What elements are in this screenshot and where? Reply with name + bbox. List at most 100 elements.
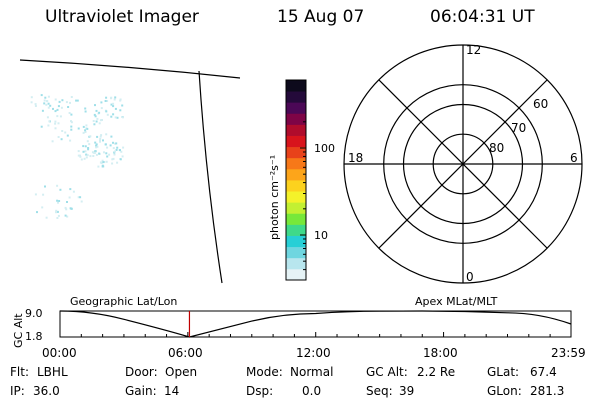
emission-pixel xyxy=(41,206,44,209)
emission-pixel xyxy=(87,148,90,151)
emission-pixel xyxy=(119,158,122,161)
polar-label-0: 0 xyxy=(466,270,474,284)
emission-pixel xyxy=(106,146,109,149)
emission-pixel xyxy=(46,100,49,103)
emission-pixel xyxy=(102,165,105,168)
emission-pixel xyxy=(106,113,109,116)
emission-pixel xyxy=(44,96,47,99)
emission-pixel xyxy=(57,136,60,138)
emission-pixel xyxy=(64,131,67,134)
colorbar-segment xyxy=(286,135,306,148)
emission-pixel xyxy=(85,124,88,127)
emission-pixel xyxy=(100,107,103,110)
emission-pixel xyxy=(82,125,85,128)
emission-pixel xyxy=(95,120,98,123)
emission-pixel xyxy=(89,155,92,158)
emission-pixel xyxy=(66,201,68,203)
emission-pixel xyxy=(60,138,63,141)
emission-pixel xyxy=(69,101,71,104)
emission-pixel xyxy=(91,151,94,154)
emission-pixel xyxy=(47,95,50,98)
image-panel xyxy=(19,59,241,284)
emission-pixel xyxy=(112,147,115,150)
emission-pixel xyxy=(86,127,89,130)
emission-pixel xyxy=(47,106,50,109)
colorbar-tick-label: 10 xyxy=(314,229,328,242)
emission-pixel xyxy=(77,196,80,199)
emission-pixel xyxy=(65,101,68,104)
emission-pixel xyxy=(59,188,62,191)
emission-pixel xyxy=(79,155,82,158)
emission-pixel xyxy=(84,150,87,153)
emission-pixel xyxy=(57,105,60,108)
emission-pixel xyxy=(93,123,96,126)
timeline-plot xyxy=(59,310,572,338)
emission-pixel xyxy=(111,162,114,165)
emission-pixel xyxy=(46,116,49,119)
colorbar-segment xyxy=(286,124,306,136)
emission-pixel xyxy=(56,115,59,118)
timeline-xtick-1800: 18:00 xyxy=(423,346,458,360)
emission-pixel xyxy=(105,133,108,136)
emission-pixel xyxy=(95,143,98,146)
map-boundary-line xyxy=(19,59,241,79)
auroral-emission xyxy=(30,94,125,219)
colorbar-unit-label: photon cm⁻²s⁻¹ xyxy=(268,155,281,240)
emission-pixel xyxy=(58,100,61,103)
emission-pixel xyxy=(98,122,101,125)
emission-pixel xyxy=(41,109,44,112)
emission-pixel xyxy=(55,211,57,214)
emission-pixel xyxy=(64,214,67,217)
emission-pixel xyxy=(64,206,67,209)
emission-pixel xyxy=(82,145,85,148)
status-door-label: Door: xyxy=(125,365,158,379)
emission-pixel xyxy=(113,98,116,101)
status-gcalt-label: GC Alt: xyxy=(366,365,408,379)
status-flt-label: Flt: xyxy=(10,365,29,379)
status-door-value: Open xyxy=(165,365,198,379)
emission-pixel xyxy=(84,131,87,133)
time-label: 06:04:31 UT xyxy=(430,7,535,27)
emission-pixel xyxy=(94,151,96,154)
emission-pixel xyxy=(115,148,118,151)
emission-pixel xyxy=(56,217,59,219)
emission-pixel xyxy=(99,119,102,122)
emission-pixel xyxy=(99,135,102,138)
emission-pixel xyxy=(114,107,117,110)
emission-pixel xyxy=(57,201,59,204)
emission-pixel xyxy=(65,208,68,211)
emission-pixel xyxy=(114,96,117,99)
colorbar-segment xyxy=(286,235,306,248)
status-ip-label: IP: xyxy=(10,384,25,398)
emission-pixel xyxy=(96,145,99,148)
emission-pixel xyxy=(54,110,57,113)
emission-pixel xyxy=(34,105,37,107)
emission-pixel xyxy=(119,99,122,102)
colorbar-frame xyxy=(285,79,307,281)
timeline-ytick-top: 9.0 xyxy=(25,307,43,320)
emission-pixel xyxy=(68,112,71,114)
emission-pixel xyxy=(54,98,57,101)
colorbar-segment xyxy=(286,102,306,114)
emission-pixel xyxy=(70,96,73,98)
timeline-xtick-2359: 23:59 xyxy=(551,346,586,360)
colorbar-segment xyxy=(286,224,306,236)
emission-pixel xyxy=(45,103,48,106)
colorbar-segment xyxy=(286,213,306,225)
emission-pixel xyxy=(99,137,102,140)
emission-pixel xyxy=(61,130,64,132)
status-ip-value: 36.0 xyxy=(33,384,60,398)
emission-pixel xyxy=(54,122,57,125)
emission-pixel xyxy=(45,216,48,219)
emission-pixel xyxy=(99,140,101,143)
emission-pixel xyxy=(98,111,101,114)
colorbar-segment xyxy=(286,80,306,92)
timeline-xtick-0600: 06:00 xyxy=(168,346,203,360)
colorbar-segment xyxy=(286,202,306,214)
emission-pixel xyxy=(68,196,71,199)
emission-pixel xyxy=(113,153,116,156)
timeline-altitude-line xyxy=(59,310,572,338)
emission-pixel xyxy=(30,96,33,99)
emission-pixel xyxy=(122,146,125,149)
colorbar-segment xyxy=(286,113,306,125)
